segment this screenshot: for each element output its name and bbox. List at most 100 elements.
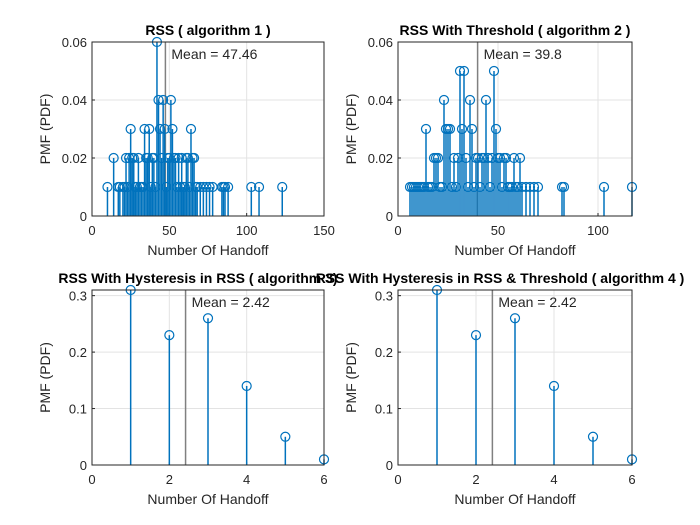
mean-label: Mean = 39.8 [484, 46, 562, 62]
y-tick-label: 0.1 [69, 402, 87, 417]
chart-title: RSS With Threshold ( algorithm 2 ) [400, 22, 631, 38]
stem-marker [490, 123, 502, 135]
stem-marker [488, 65, 500, 77]
y-tick-label: 0 [80, 209, 87, 224]
stem-marker [548, 380, 560, 392]
y-tick-label: 0.02 [62, 151, 87, 166]
axes-box [397, 289, 633, 466]
x-tick-label: 50 [491, 223, 505, 238]
stem-marker [102, 181, 113, 193]
y-axis-label: PMF (PDF) [37, 342, 53, 413]
mean-label: Mean = 2.42 [192, 294, 270, 310]
x-tick-label: 2 [166, 472, 173, 487]
stem-marker [598, 181, 610, 193]
x-tick-label: 0 [88, 223, 95, 238]
stem-marker [432, 152, 444, 164]
stem-marker [164, 330, 175, 341]
stem-marker [509, 313, 521, 324]
x-tick-label: 0 [394, 472, 401, 487]
stem-marker [188, 152, 200, 164]
stem-marker [223, 181, 234, 193]
stem-marker [420, 123, 432, 135]
mean-label: Mean = 47.46 [171, 46, 257, 62]
stem-marker [219, 181, 231, 193]
stem-marker [587, 431, 599, 442]
stem-marker [500, 152, 512, 164]
x-axis-label: Number Of Handoff [147, 242, 268, 258]
stem-series [431, 284, 638, 465]
x-tick-label: 0 [394, 223, 401, 238]
y-axis-label: PMF (PDF) [37, 94, 53, 165]
y-tick-label: 0 [386, 209, 393, 224]
y-axis-label: PMF (PDF) [343, 342, 359, 413]
x-tick-label: 4 [550, 472, 557, 487]
stem-marker [158, 94, 169, 106]
chart-title: RSS With Hysteresis in RSS & Threshold (… [316, 270, 685, 286]
x-axis-label: Number Of Handoff [454, 491, 575, 507]
x-tick-label: 100 [587, 223, 609, 238]
stem-marker [558, 181, 570, 193]
x-tick-label: 0 [88, 472, 95, 487]
y-tick-label: 0.3 [375, 289, 393, 304]
y-tick-label: 0.06 [368, 35, 393, 50]
plot-panel: 0 2 4 6 0 0.1 0.2 0.3 Mean = 2.42 RSS With Hyster… [316, 270, 685, 507]
chart-title: RSS ( algorithm 1 ) [145, 22, 270, 38]
stem-marker [458, 65, 470, 77]
y-tick-label: 0 [80, 458, 87, 473]
y-tick-label: 0.06 [62, 35, 87, 50]
stem-marker [280, 431, 291, 442]
stem-series [404, 65, 638, 216]
x-tick-label: 2 [472, 472, 479, 487]
stem-marker [508, 152, 520, 164]
stem-marker [456, 123, 468, 135]
stem-marker [466, 123, 478, 135]
stem-marker [185, 123, 197, 135]
stem-marker [167, 123, 178, 135]
y-tick-label: 0.2 [375, 345, 393, 360]
x-tick-label: 6 [320, 472, 327, 487]
stem-marker [170, 152, 181, 164]
y-axis-label: PMF (PDF) [343, 94, 359, 165]
stem-marker [201, 181, 212, 193]
stem-marker [470, 330, 482, 341]
y-tick-label: 0.04 [62, 93, 87, 108]
stem-marker [464, 94, 476, 106]
stem-marker [108, 152, 119, 164]
x-tick-label: 100 [236, 223, 258, 238]
stem-marker [444, 123, 456, 135]
y-tick-label: 0.02 [368, 151, 393, 166]
y-tick-label: 0.1 [375, 402, 393, 417]
stem-marker [156, 152, 167, 164]
y-tick-label: 0.04 [368, 93, 393, 108]
stem-marker [165, 94, 176, 106]
stem-marker [241, 380, 252, 392]
x-tick-label: 6 [628, 472, 635, 487]
axes-box [91, 41, 325, 217]
stem-marker [253, 181, 265, 193]
stem-marker [277, 181, 288, 193]
stem-marker [246, 181, 257, 193]
stem-marker [514, 152, 526, 164]
x-axis-label: Number Of Handoff [454, 242, 575, 258]
x-tick-label: 4 [243, 472, 250, 487]
stem-series [102, 36, 288, 216]
stem-marker [125, 123, 136, 135]
stem-marker [480, 94, 492, 106]
stem-marker [204, 181, 215, 193]
stem-marker [438, 94, 450, 106]
chart-title: RSS With Hysteresis in RSS ( algorithm 3… [58, 270, 337, 286]
y-tick-label: 0 [386, 458, 393, 473]
x-tick-label: 50 [162, 223, 176, 238]
plot-panel: 0 50 100 150 0 0.02 0.04 0.06 Mean = 47.46 RSS ( … [37, 22, 335, 258]
y-tick-label: 0.3 [69, 289, 87, 304]
stem-marker [202, 313, 214, 324]
x-axis-label: Number Of Handoff [147, 491, 268, 507]
plot-panel: 0 2 4 6 0 0.1 0.2 0.3 Mean = 2.42 RSS With Hyster… [37, 270, 338, 507]
axes-box [397, 41, 633, 217]
mean-label: Mean = 2.42 [498, 294, 576, 310]
plot-panel: 0 50 100 0 0.02 0.04 0.06 Mean = 39.8 RSS With T… [343, 22, 638, 258]
x-tick-label: 150 [313, 223, 335, 238]
stem-marker [532, 181, 544, 193]
y-tick-label: 0.2 [69, 345, 87, 360]
